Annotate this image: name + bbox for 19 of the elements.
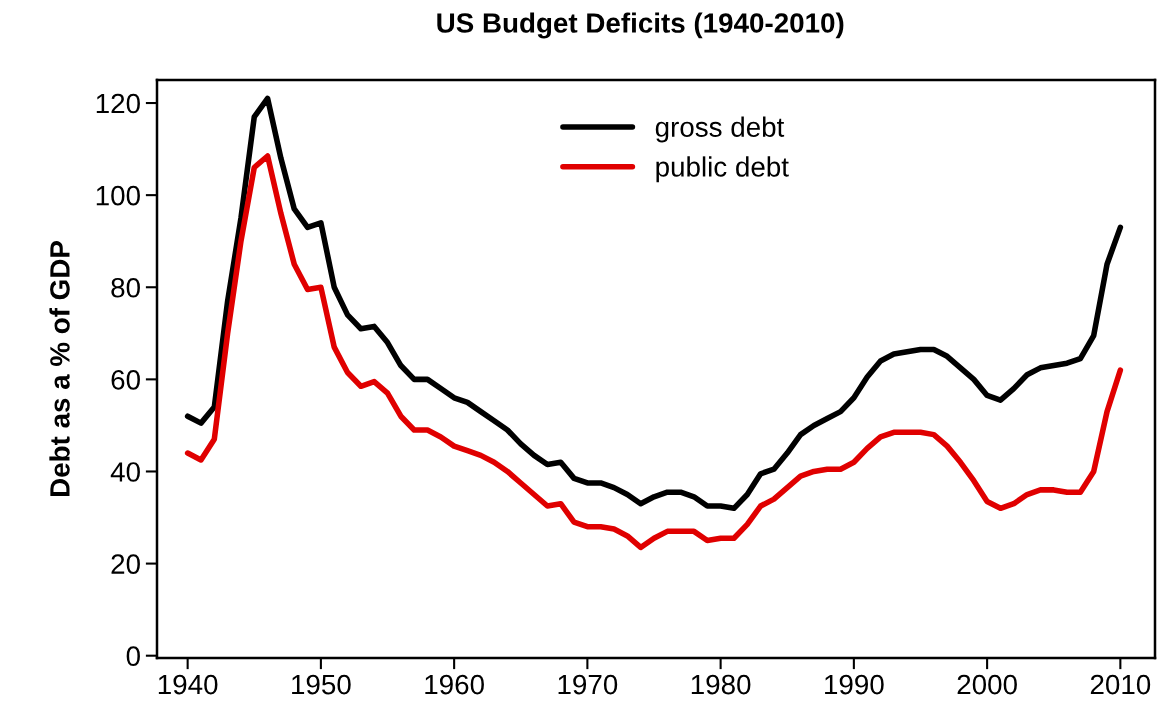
y-tick-label: 20 <box>111 554 140 574</box>
y-tick-label: 100 <box>96 185 140 206</box>
x-tick-label: 1980 <box>691 674 751 695</box>
legend-label: public debt <box>656 156 789 183</box>
x-tick-label: 1950 <box>292 674 351 695</box>
legend-label: gross debt <box>655 116 785 143</box>
x-tick-label: 1990 <box>825 674 884 695</box>
chart-title: US Budget Deficits (1940-2010) <box>437 12 844 39</box>
y-tick-label: 0 <box>126 646 140 667</box>
y-axis-title: Debt as a % of GDP <box>49 241 70 497</box>
x-tick-label: 2010 <box>1090 674 1151 695</box>
y-tick-label: 40 <box>110 462 140 482</box>
x-tick-label: 1960 <box>425 674 484 695</box>
x-tick-label: 2000 <box>957 674 1017 695</box>
y-tick-label: 80 <box>111 277 140 298</box>
x-tick-label: 1970 <box>558 674 618 695</box>
x-tick-label: 1940 <box>158 674 218 695</box>
y-tick-label: 60 <box>111 370 140 390</box>
y-tick-label: 120 <box>96 93 140 114</box>
